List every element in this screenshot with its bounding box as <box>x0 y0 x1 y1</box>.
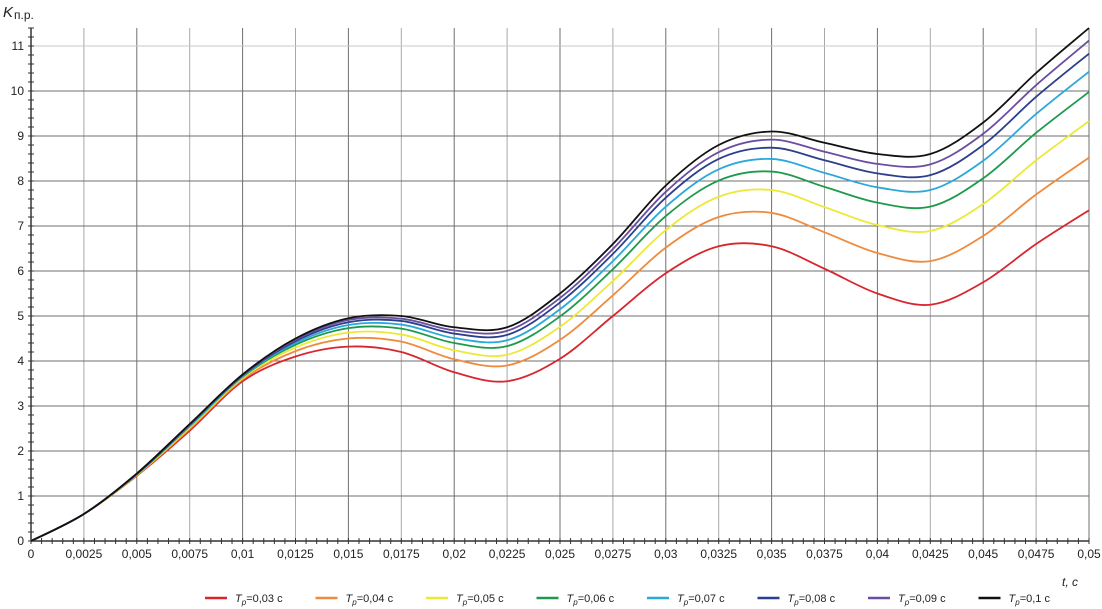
x-tick-label: 0,0275 <box>595 547 632 561</box>
legend-label: Tp=0,06 c <box>567 593 615 607</box>
y-tick-label: 11 <box>12 39 25 53</box>
y-tick-label: 10 <box>11 84 25 98</box>
y-tick-label: 7 <box>17 219 24 233</box>
x-tick-label: 0,025 <box>545 547 575 561</box>
series-line <box>30 209 1090 542</box>
axes <box>28 27 1090 544</box>
y-tick-label: 8 <box>17 174 24 188</box>
y-axis-title-subscript: п.р. <box>14 8 34 22</box>
legend-label: Tp=0,05 c <box>456 593 504 607</box>
x-tick-label: 0,015 <box>333 547 363 561</box>
series-line <box>30 156 1090 542</box>
x-tick-label: 0,0175 <box>383 547 420 561</box>
x-tick-label: 0,005 <box>122 547 152 561</box>
x-tick-label: 0,0125 <box>277 547 314 561</box>
y-axis-title: K <box>3 4 14 21</box>
x-tick-label: 0 <box>28 547 35 561</box>
x-tick-label: 0,01 <box>231 547 255 561</box>
y-tick-label: 2 <box>17 444 24 458</box>
y-tick-label: 9 <box>17 129 24 143</box>
y-tick-label: 3 <box>17 399 24 413</box>
x-tick-label: 0,0475 <box>1018 547 1055 561</box>
y-tick-label: 6 <box>17 264 24 278</box>
x-tick-label: 0,045 <box>968 547 998 561</box>
x-tick-label: 0,0325 <box>700 547 737 561</box>
series-line <box>30 120 1090 542</box>
legend-label: Tp=0,08 c <box>788 593 836 607</box>
y-tick-label: 1 <box>17 489 24 503</box>
legend-label: Tp=0,1 c <box>1009 593 1051 607</box>
x-tick-label: 0,03 <box>654 547 678 561</box>
x-axis-title: t, c <box>1062 575 1078 589</box>
x-tick-label: 0,04 <box>866 547 890 561</box>
legend-label: Tp=0,04 c <box>346 593 394 607</box>
legend-label: Tp=0,07 c <box>677 593 725 607</box>
tick-labels: 0 0,0025 0,005 0,0075 0,01 0,0125 0,015 0,0175 0… <box>11 39 1101 561</box>
legend-label: Tp=0,03 c <box>235 593 283 607</box>
x-tick-label: 0,0025 <box>66 547 103 561</box>
series-line <box>30 27 1090 542</box>
x-tick-label: 0,05 <box>1077 547 1101 561</box>
x-tick-label: 0,0375 <box>806 547 843 561</box>
y-tick-label: 4 <box>17 354 24 368</box>
x-tick-label: 0,035 <box>757 547 787 561</box>
legend: Tp=0,03 c Tp=0,04 c Tp=0,05 c Tp=0,06 c Tp=0… <box>205 593 1050 607</box>
x-tick-label: 0,0225 <box>489 547 526 561</box>
legend-label: Tp=0,09 c <box>898 593 946 607</box>
x-tick-label: 0,0075 <box>171 547 208 561</box>
x-tick-label: 0,02 <box>443 547 467 561</box>
grid <box>31 28 1090 541</box>
y-tick-label: 5 <box>17 309 24 323</box>
y-tick-label: 0 <box>17 534 24 548</box>
series-lines <box>30 27 1090 542</box>
x-tick-label: 0,0425 <box>912 547 949 561</box>
